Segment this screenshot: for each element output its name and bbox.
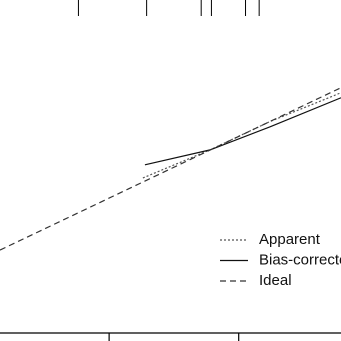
legend-label: Apparent [259,231,321,248]
series-line [0,87,341,251]
legend-label: Ideal [259,272,292,289]
series-line [142,92,341,179]
series-line [144,97,341,166]
legend-label: Bias-corrected [259,251,341,268]
